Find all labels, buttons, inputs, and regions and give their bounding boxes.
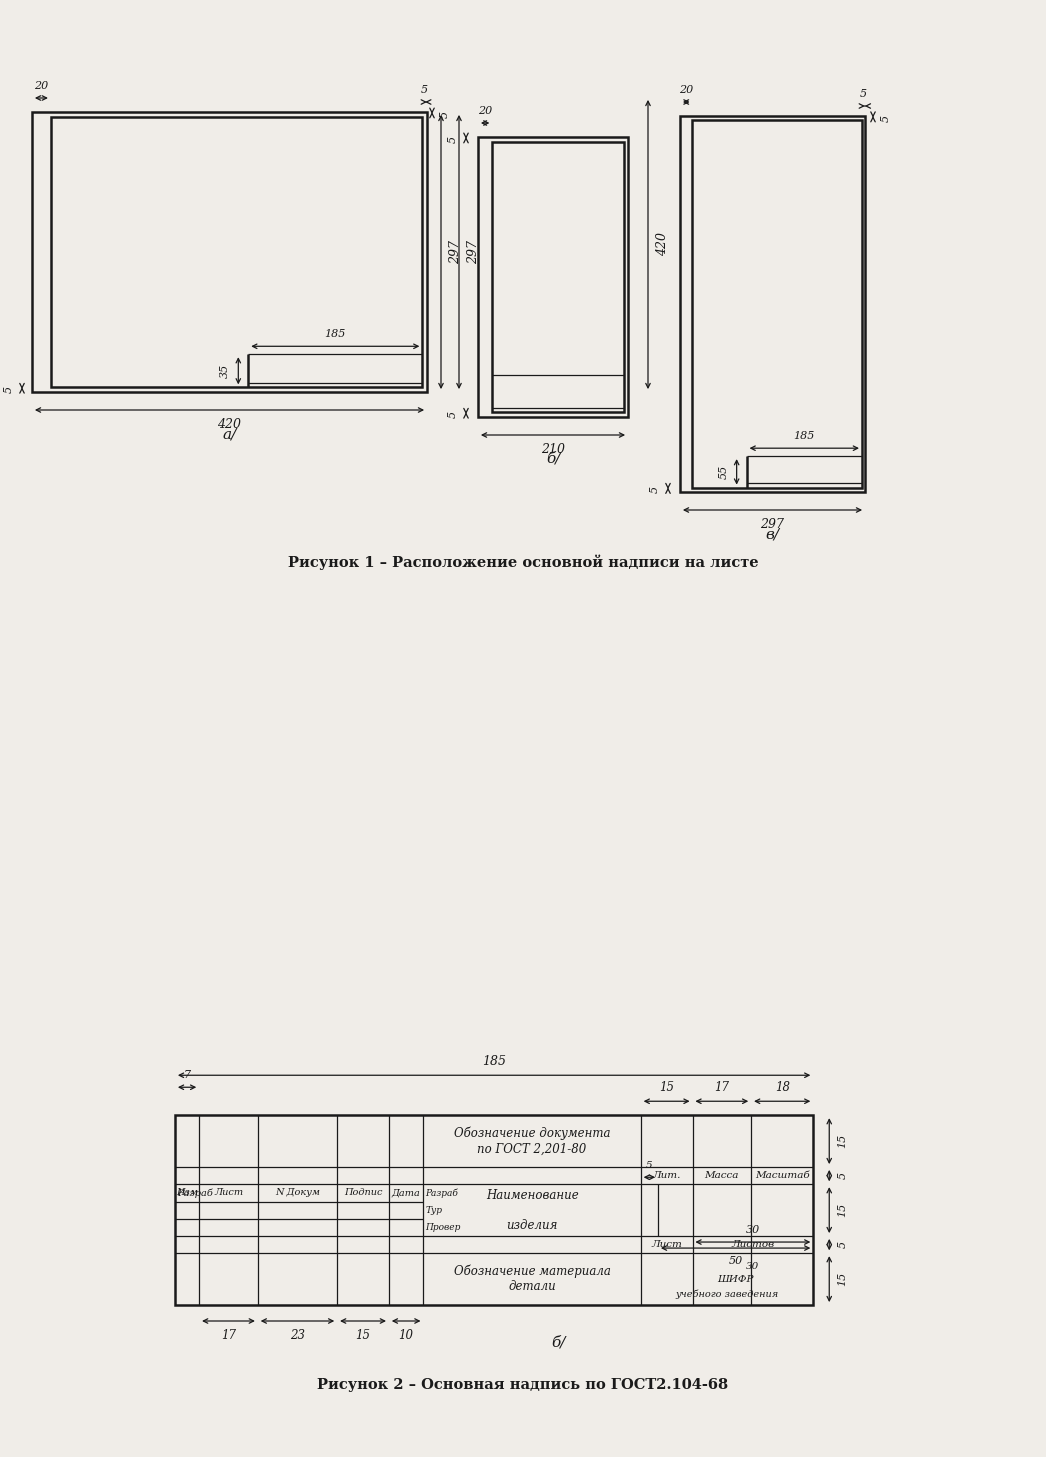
Text: 185: 185 — [324, 329, 346, 339]
Text: Тур: Тур — [426, 1205, 442, 1215]
Text: Масса: Масса — [705, 1171, 740, 1180]
Text: 23: 23 — [290, 1329, 305, 1342]
Text: 7: 7 — [183, 1071, 190, 1080]
Text: 5: 5 — [837, 1171, 847, 1179]
Bar — [493, 141, 624, 412]
Text: 17: 17 — [221, 1329, 236, 1342]
Text: Провер: Провер — [426, 1222, 461, 1231]
Text: Изм: Изм — [176, 1189, 198, 1198]
Text: 5: 5 — [650, 487, 660, 494]
Text: 15: 15 — [837, 1203, 847, 1217]
Text: 297: 297 — [760, 519, 784, 530]
Text: 5: 5 — [860, 89, 867, 99]
Text: Лист: Лист — [214, 1189, 243, 1198]
Bar — [692, 121, 862, 488]
Text: ШИФР: ШИФР — [718, 1275, 754, 1284]
Text: 297: 297 — [449, 240, 462, 264]
Text: Рисунок 2 – Основная надпись по ГОСТ2.104-68: Рисунок 2 – Основная надпись по ГОСТ2.10… — [317, 1378, 729, 1391]
Bar — [680, 117, 865, 492]
Text: Дата: Дата — [391, 1189, 420, 1198]
Text: 5: 5 — [837, 1241, 847, 1249]
Text: 297: 297 — [467, 240, 480, 264]
Text: 30: 30 — [746, 1225, 760, 1236]
Text: 5: 5 — [440, 111, 450, 118]
Text: 17: 17 — [714, 1081, 729, 1094]
Text: Наименование

изделия: Наименование изделия — [485, 1189, 578, 1231]
Text: учебного заведения: учебного заведения — [676, 1289, 778, 1300]
Text: 420: 420 — [656, 233, 669, 256]
Text: Обозначение документа
по ГОСТ 2,201-80: Обозначение документа по ГОСТ 2,201-80 — [454, 1126, 610, 1155]
Text: Разраб: Разраб — [177, 1187, 213, 1198]
Text: 5: 5 — [448, 411, 458, 418]
Text: 20: 20 — [478, 106, 493, 117]
Text: а/: а/ — [223, 427, 236, 441]
Text: 5: 5 — [646, 1161, 653, 1170]
Text: 20: 20 — [35, 82, 48, 90]
Text: 5: 5 — [422, 85, 428, 95]
Text: Лист: Лист — [652, 1240, 682, 1249]
Text: 5: 5 — [881, 115, 891, 122]
Text: 18: 18 — [775, 1081, 790, 1094]
Text: 15: 15 — [837, 1134, 847, 1148]
Text: 55: 55 — [719, 465, 729, 479]
Text: Масштаб: Масштаб — [755, 1171, 810, 1180]
Text: 420: 420 — [218, 418, 242, 431]
Bar — [51, 117, 423, 388]
Text: 30: 30 — [746, 1262, 759, 1271]
Text: 185: 185 — [794, 431, 815, 441]
Bar — [478, 137, 628, 417]
Text: в/: в/ — [766, 527, 779, 541]
Text: Разраб: Разраб — [426, 1187, 458, 1198]
Text: Рисунок 1 – Расположение основной надписи на листе: Рисунок 1 – Расположение основной надпис… — [288, 554, 758, 570]
Text: N Докум: N Докум — [275, 1189, 320, 1198]
Text: 210: 210 — [541, 443, 565, 456]
Text: 20: 20 — [679, 85, 693, 95]
Text: 15: 15 — [837, 1272, 847, 1287]
Text: 10: 10 — [399, 1329, 413, 1342]
Bar — [32, 112, 427, 392]
Text: Обозначение материала
детали: Обозначение материала детали — [454, 1265, 611, 1294]
Text: 15: 15 — [659, 1081, 674, 1094]
Text: 5: 5 — [448, 136, 458, 143]
Text: 15: 15 — [356, 1329, 370, 1342]
Text: 50: 50 — [728, 1256, 743, 1266]
Text: Листов: Листов — [731, 1240, 774, 1249]
Text: 5: 5 — [4, 386, 14, 393]
Text: Лит.: Лит. — [653, 1171, 681, 1180]
Text: б/: б/ — [546, 452, 561, 466]
Text: б/: б/ — [551, 1336, 565, 1351]
Text: Подпис: Подпис — [344, 1189, 382, 1198]
Text: 35: 35 — [221, 364, 230, 377]
Text: 185: 185 — [482, 1055, 506, 1068]
Bar — [175, 1115, 813, 1305]
